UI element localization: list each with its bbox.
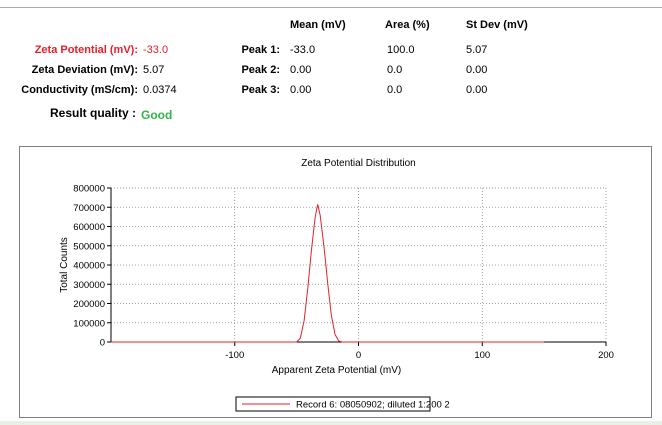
- peak-3-area: 0.0: [387, 84, 403, 96]
- x-tick-label-3: 200: [598, 350, 614, 361]
- y-tick-label-4: 400000: [73, 261, 105, 272]
- zeta-deviation-value: 5.07: [143, 64, 165, 76]
- peak-2-area: 0.0: [387, 64, 403, 76]
- conductivity-value: 0.0374: [143, 84, 177, 96]
- legend-box: [235, 396, 431, 412]
- peak-2-label: Peak 2:: [241, 64, 280, 76]
- x-axis-label: Apparent Zeta Potential (mV): [272, 365, 402, 376]
- result-quality-label: Result quality :: [50, 106, 137, 120]
- bottom-strip: [0, 421, 662, 425]
- zeta-potential-value: -33.0: [143, 44, 169, 56]
- legend-label: Record 6: 08050902; diluted 1:200 2: [296, 400, 450, 411]
- peak-1-area: 100.0: [387, 44, 415, 56]
- header-stdev: St Dev (mV): [466, 19, 528, 31]
- peak-3-mean: 0.00: [290, 84, 312, 96]
- y-tick-label-3: 300000: [73, 280, 105, 291]
- peak-1-label: Peak 1:: [241, 44, 280, 56]
- y-tick-label-7: 700000: [73, 203, 105, 214]
- y-tick-label-6: 600000: [73, 222, 105, 233]
- zeta-distribution-chart: Zeta Potential Distribution 0 100000 200000…: [59, 158, 614, 412]
- top-divider: [0, 7, 662, 8]
- header-area: Area (%): [385, 19, 430, 31]
- x-tick-label-0: -100: [225, 350, 244, 361]
- y-tick-label-2: 200000: [73, 299, 105, 310]
- conductivity-label: Conductivity (mS/cm):: [21, 84, 138, 96]
- zeta-deviation-label: Zeta Deviation (mV):: [31, 64, 138, 76]
- y-axis-label: Total Counts: [59, 237, 70, 293]
- x-tick-label-1: 0: [356, 350, 361, 361]
- zeta-potential-label: Zeta Potential (mV):: [34, 44, 138, 56]
- chart-frame: Zeta Potential Distribution 0 100000 200000…: [19, 146, 652, 418]
- chart-title: Zeta Potential Distribution: [301, 158, 416, 169]
- peak-1-stdev: 5.07: [466, 44, 488, 56]
- series-line-0: [111, 204, 545, 343]
- x-tick-label-2: 100: [474, 350, 490, 361]
- y-tick-label-5: 500000: [73, 241, 105, 252]
- y-tick-label-8: 800000: [73, 184, 105, 195]
- header-mean: Mean (mV): [290, 19, 346, 31]
- y-tick-label-1: 100000: [73, 318, 105, 329]
- y-tick-label-0: 0: [100, 338, 105, 349]
- peak-2-stdev: 0.00: [466, 64, 488, 76]
- result-quality-value: Good: [141, 108, 173, 122]
- peak-3-label: Peak 3:: [241, 84, 280, 96]
- peak-1-mean: -33.0: [290, 44, 316, 56]
- peak-2-mean: 0.00: [290, 64, 312, 76]
- peak-3-stdev: 0.00: [466, 84, 488, 96]
